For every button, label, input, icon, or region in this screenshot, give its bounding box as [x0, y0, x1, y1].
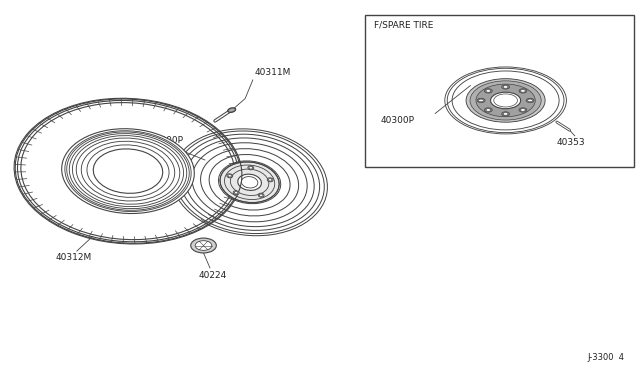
- Ellipse shape: [519, 108, 527, 112]
- Ellipse shape: [191, 238, 216, 253]
- Ellipse shape: [234, 192, 238, 194]
- Ellipse shape: [476, 84, 535, 117]
- Ellipse shape: [227, 174, 233, 178]
- Ellipse shape: [458, 74, 553, 126]
- Ellipse shape: [268, 179, 272, 181]
- Ellipse shape: [479, 99, 483, 102]
- Ellipse shape: [259, 194, 263, 196]
- Ellipse shape: [486, 90, 491, 92]
- Ellipse shape: [258, 193, 264, 197]
- Bar: [365, 15, 634, 167]
- Ellipse shape: [220, 162, 279, 203]
- Text: 40300P: 40300P: [149, 136, 184, 145]
- Ellipse shape: [470, 81, 541, 120]
- Ellipse shape: [195, 241, 212, 250]
- Ellipse shape: [238, 174, 261, 190]
- Ellipse shape: [477, 98, 485, 103]
- Ellipse shape: [228, 108, 236, 112]
- Text: 40311M: 40311M: [255, 68, 291, 77]
- Ellipse shape: [484, 108, 492, 112]
- Text: J-3300  4: J-3300 4: [587, 353, 624, 362]
- Ellipse shape: [503, 113, 508, 115]
- Ellipse shape: [520, 90, 525, 92]
- Text: 40312M: 40312M: [56, 253, 92, 262]
- Text: 40353: 40353: [557, 138, 586, 147]
- Ellipse shape: [491, 92, 520, 109]
- Ellipse shape: [248, 166, 253, 170]
- Ellipse shape: [526, 98, 534, 103]
- Ellipse shape: [502, 112, 509, 116]
- Ellipse shape: [61, 129, 195, 214]
- Ellipse shape: [249, 167, 253, 169]
- Ellipse shape: [503, 86, 508, 88]
- Ellipse shape: [268, 178, 273, 182]
- Ellipse shape: [502, 85, 509, 89]
- Ellipse shape: [486, 109, 491, 111]
- Text: 40224: 40224: [199, 271, 227, 280]
- Ellipse shape: [519, 89, 527, 93]
- Ellipse shape: [528, 99, 532, 102]
- Text: F/SPARE TIRE: F/SPARE TIRE: [374, 20, 434, 29]
- Ellipse shape: [520, 109, 525, 111]
- Ellipse shape: [484, 89, 492, 93]
- Ellipse shape: [93, 149, 163, 193]
- Ellipse shape: [233, 191, 239, 195]
- Ellipse shape: [466, 78, 545, 122]
- Ellipse shape: [228, 174, 232, 177]
- Text: 40300P: 40300P: [381, 116, 415, 125]
